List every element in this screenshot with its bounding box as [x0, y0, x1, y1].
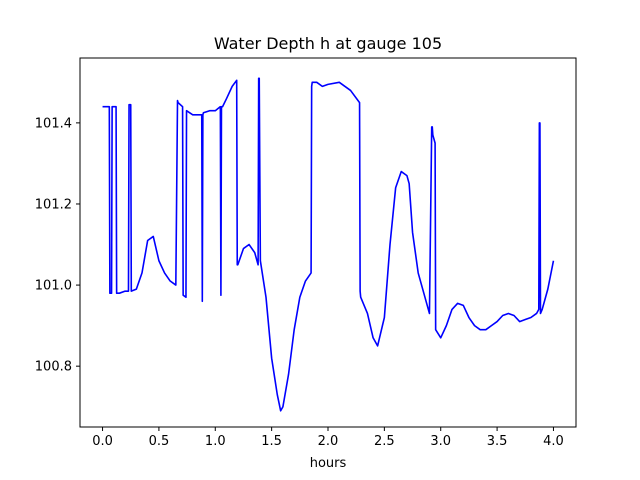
- chart-title: Water Depth h at gauge 105: [214, 34, 442, 53]
- y-tick-label: 101.4: [35, 116, 72, 131]
- x-tick-label: 2.0: [318, 434, 339, 449]
- plot-area: [102, 77, 555, 412]
- x-tick-label: 0.5: [149, 434, 170, 449]
- x-tick-label: 3.0: [430, 434, 451, 449]
- x-axis: 0.0 0.5 1.0 1.5 2.0 2.5 3.0 3.5 4.0: [92, 427, 564, 449]
- x-tick-label: 1.0: [205, 434, 226, 449]
- y-tick-label: 100.8: [35, 360, 72, 375]
- x-axis-label: hours: [310, 456, 347, 471]
- y-tick-label: 101.2: [35, 197, 72, 212]
- x-tick-label: 3.5: [487, 434, 508, 449]
- x-tick-label: 0.0: [92, 434, 113, 449]
- series-line: [102, 77, 555, 412]
- x-tick-label: 2.5: [374, 434, 395, 449]
- y-tick-label: 101.0: [35, 279, 72, 294]
- y-axis: 100.8 101.0 101.2 101.4: [35, 116, 80, 375]
- x-tick-label: 1.5: [261, 434, 282, 449]
- x-tick-label: 4.0: [543, 434, 564, 449]
